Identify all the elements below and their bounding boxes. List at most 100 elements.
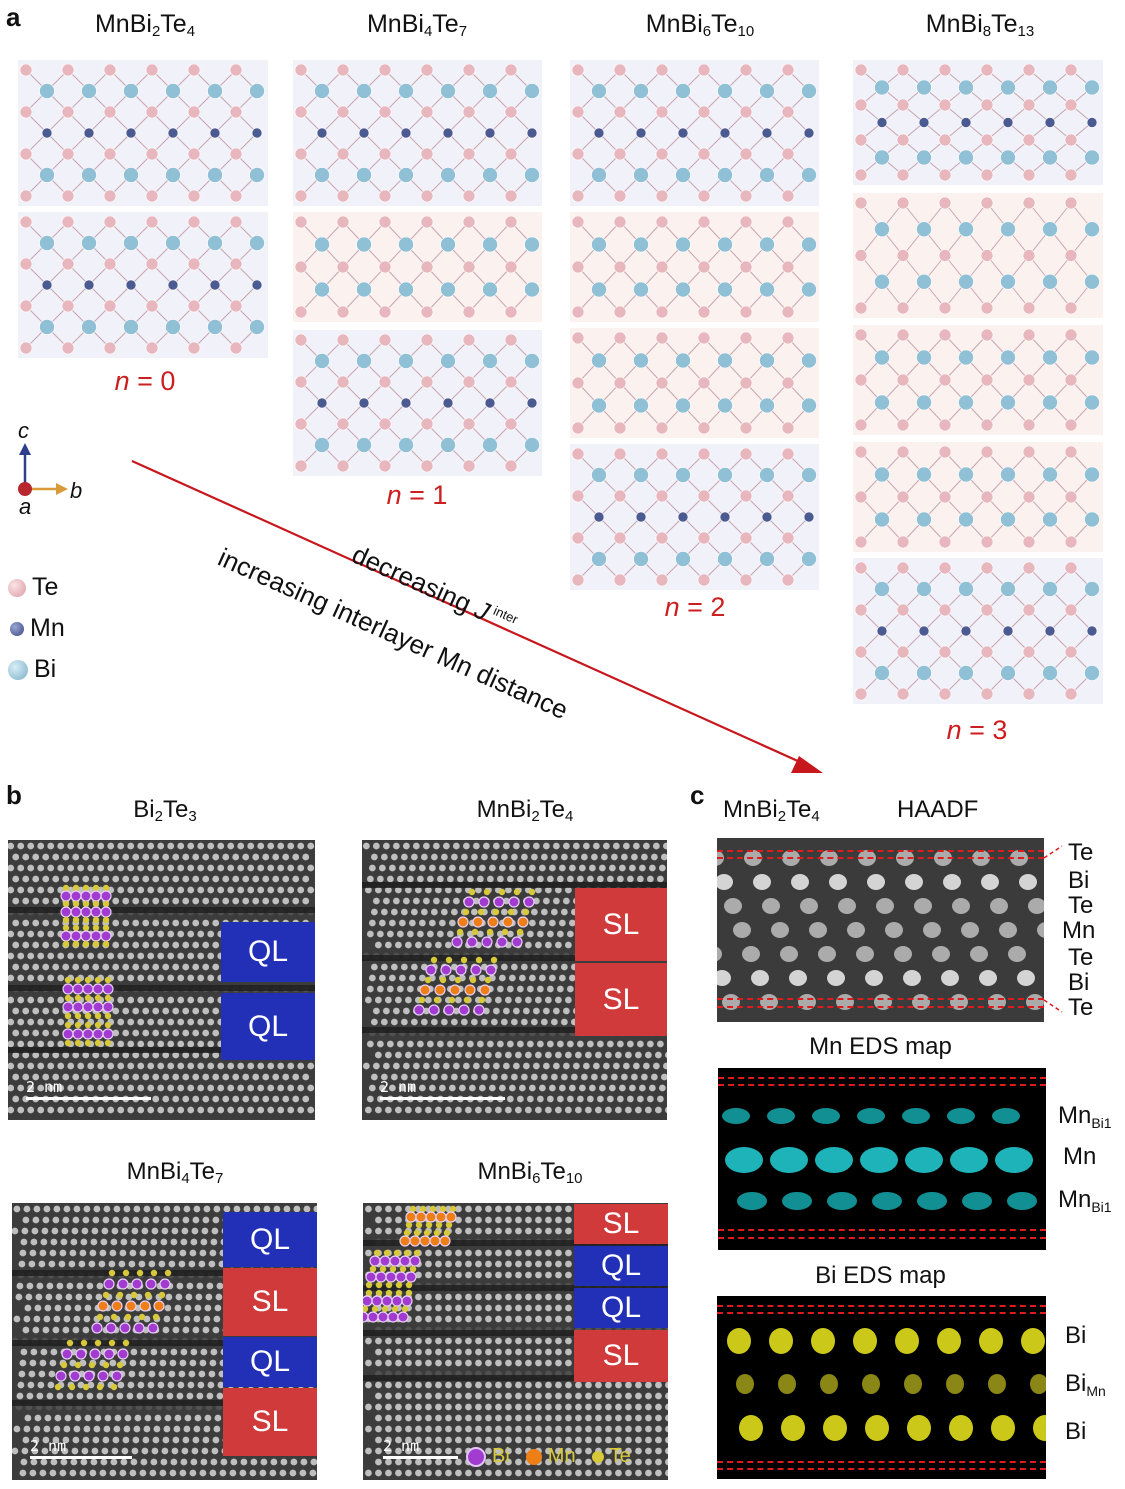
te-atom: [336, 459, 350, 473]
trend-arrowhead: [791, 756, 823, 773]
bi-atom: [1084, 349, 1100, 366]
te-atom: [1022, 445, 1036, 459]
te-atom: [462, 215, 476, 229]
bi-atom: [524, 353, 540, 369]
te-atom: [294, 260, 308, 274]
bi-atom: [916, 466, 932, 483]
mn-atom-icon: [10, 621, 24, 636]
te-atom: [462, 63, 476, 77]
bi-atom: [874, 149, 890, 166]
te-atom: [378, 305, 392, 319]
dashed-line: [717, 1305, 1046, 1307]
te-atom: [420, 305, 434, 319]
bi-atom: [1084, 221, 1100, 238]
bi-atom: [1084, 581, 1100, 597]
te-atom: [19, 215, 33, 229]
te-atom: [739, 447, 753, 461]
te-atom: [378, 417, 392, 431]
te-atom: [571, 489, 585, 503]
haadf-leader-lines: [1043, 845, 1063, 1013]
bi-atom: [482, 167, 498, 183]
te-atom: [294, 375, 308, 389]
a-axis-dot: [18, 482, 32, 496]
te-atom: [336, 333, 350, 347]
dashed-line: [717, 850, 1044, 852]
te-atom: [739, 147, 753, 161]
te-atom: [571, 260, 585, 274]
bi-atom: [675, 352, 691, 369]
septuple-layer-structure: [570, 60, 819, 206]
te-atom: [420, 63, 434, 77]
te-atom: [61, 299, 75, 313]
te-atom: [1022, 561, 1036, 575]
bi-atom: [482, 236, 498, 253]
te-atom: [145, 341, 159, 355]
te-atom: [781, 189, 795, 203]
bi-atom: [482, 437, 498, 453]
scale-bar: 2 nm: [383, 1437, 458, 1459]
bi-atom: [39, 167, 55, 183]
te-atom: [980, 645, 994, 659]
te-atom: [854, 196, 868, 210]
te-atom: [145, 189, 159, 203]
mn-atom: [442, 127, 454, 139]
bi-atom: [1000, 466, 1016, 483]
bi-atom: [717, 83, 733, 99]
legend-bi-label: Bi: [34, 655, 57, 683]
bi-atom: [1084, 394, 1100, 411]
te-atom: [854, 687, 868, 701]
mn-atom: [761, 511, 773, 523]
te-atom: [61, 341, 75, 355]
te-atom: [571, 305, 585, 319]
column-title-mnbi4te7: MnBi4Te7: [366, 10, 468, 40]
te-atom: [1022, 168, 1036, 182]
te-atom: [854, 535, 868, 549]
bi-atom: [81, 167, 97, 183]
te-atom: [19, 257, 33, 271]
te-atom: [613, 305, 627, 319]
te-atom: [781, 331, 795, 345]
bi-atom: [482, 353, 498, 369]
tag-ql: QL: [223, 1337, 317, 1387]
te-atom: [420, 215, 434, 229]
te-atom: [781, 147, 795, 161]
te-atom: [462, 147, 476, 161]
te-atom: [504, 105, 518, 119]
te-atom: [1022, 687, 1036, 701]
te-atom: [1022, 418, 1036, 432]
te-atom: [462, 305, 476, 319]
bi-atom: [916, 79, 932, 96]
image-title-bi2te3: Bi2Te3: [133, 796, 197, 825]
te-atom: [781, 63, 795, 77]
te-atom: [739, 215, 753, 229]
te-atom: [781, 215, 795, 229]
te-atom: [336, 189, 350, 203]
te-atom: [336, 375, 350, 389]
bi-atom: [916, 273, 932, 290]
te-atom: [378, 260, 392, 274]
n-label-2: n = 2: [664, 592, 726, 622]
te-atom: [1064, 490, 1078, 504]
te-atom: [739, 105, 753, 119]
bi-atom: [249, 83, 265, 99]
te-atom: [1022, 249, 1036, 262]
bi-atom-icon: [466, 1446, 486, 1467]
te-atom: [739, 421, 753, 435]
bi-row-label: Bi: [1065, 1322, 1087, 1349]
bi-atom: [675, 467, 691, 483]
bi-atom: [482, 281, 498, 298]
te-atom: [697, 331, 711, 345]
te-atom: [980, 249, 994, 262]
te-atom: [854, 301, 868, 315]
bi-atom: [314, 83, 330, 99]
te-atom: [1064, 687, 1078, 701]
bi-atom: [717, 281, 733, 298]
te-atom: [420, 189, 434, 203]
bi-atom: [398, 353, 414, 369]
te-atom: [938, 603, 952, 617]
te-atom: [571, 105, 585, 119]
bi-atom: [314, 236, 330, 253]
quintuple-layer-structure: [570, 212, 819, 322]
te-atom: [504, 333, 518, 347]
bi-atom: [1084, 149, 1100, 166]
